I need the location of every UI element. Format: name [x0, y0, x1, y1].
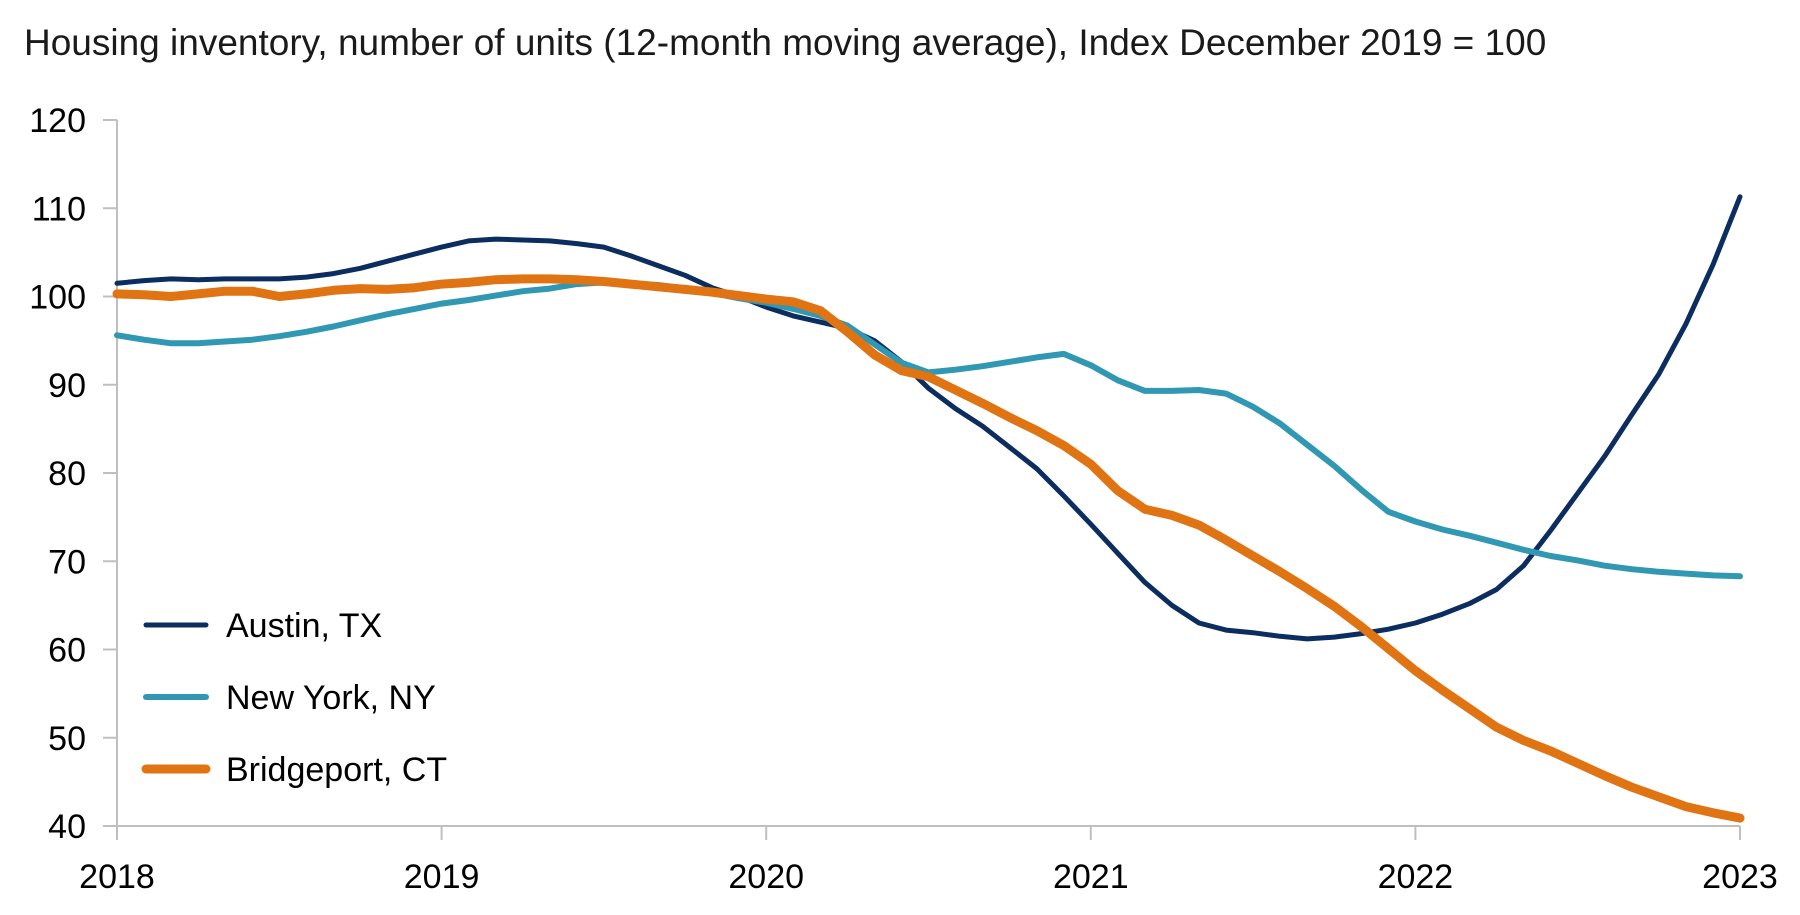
y-tick-label: 120 [29, 102, 86, 140]
y-tick-label: 100 [29, 279, 86, 317]
series-line-austin-tx [114, 194, 1743, 642]
x-tick-label: 2022 [1378, 858, 1454, 896]
y-tick-label: 80 [48, 455, 86, 493]
x-tick-label: 2021 [1053, 858, 1129, 896]
legend-label: Austin, TX [226, 607, 382, 645]
series-lines [112, 194, 1745, 823]
legend-label: New York, NY [226, 679, 436, 717]
tick-labels: 40 50 60 70 80 90 100 110 120 2018 2019 2020 2021 202… [29, 102, 1778, 896]
y-tick-label: 110 [32, 190, 86, 228]
x-tick-label: 2023 [1702, 858, 1778, 896]
series-line-new-york-ny [114, 279, 1743, 580]
x-tick-label: 2019 [404, 858, 480, 896]
y-tick-label: 40 [48, 808, 86, 846]
series-line-bridgeport-ct [112, 274, 1745, 823]
legend-label: Bridgeport, CT [226, 751, 447, 789]
y-tick-label: 50 [48, 720, 86, 758]
legend: Austin, TX New York, NY Bridgeport, CT [141, 607, 447, 789]
y-tick-label: 70 [48, 543, 86, 581]
axes [103, 119, 1741, 840]
x-tick-label: 2020 [728, 858, 804, 896]
y-tick-label: 60 [48, 632, 86, 670]
x-tick-label: 2018 [79, 858, 155, 896]
y-tick-label: 90 [48, 367, 86, 405]
chart-title: Housing inventory, number of units (12-m… [24, 22, 1547, 63]
